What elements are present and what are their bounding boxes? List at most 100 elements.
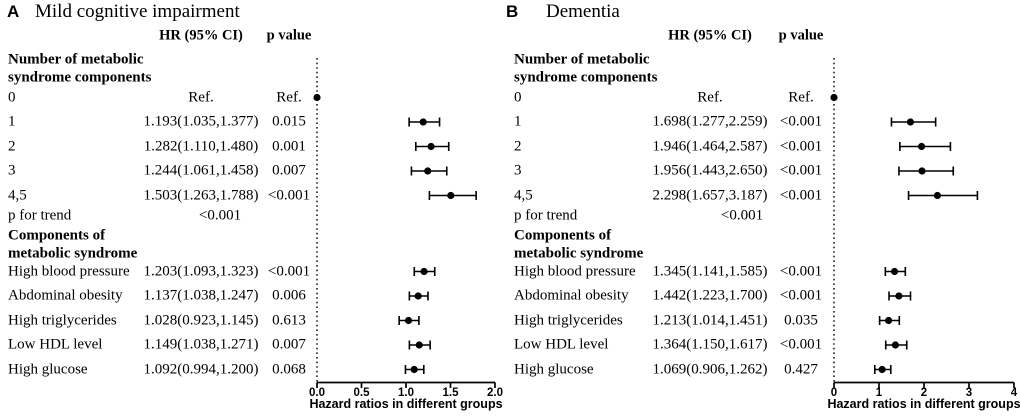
p-value: 0.068: [272, 361, 306, 377]
hr-ci-value: <0.001: [720, 207, 764, 223]
hr-point: [404, 316, 413, 325]
section-header: metabolic syndrome: [8, 245, 138, 261]
x-tick-label: 2.0: [487, 387, 503, 399]
row-label: High blood pressure: [8, 263, 130, 279]
p-ref-value: Ref.: [276, 89, 302, 105]
panel-a-title: Mild cognitive impairment: [35, 1, 240, 22]
x-tick-label: 2: [921, 387, 927, 399]
hr-point: [415, 341, 423, 349]
hr-point: [906, 118, 915, 126]
p-value: <0.001: [267, 263, 311, 279]
row-label: 2: [514, 138, 522, 154]
hr-ci-value: 1.282(1.110,1.480): [143, 138, 259, 154]
row-label: High blood pressure: [514, 263, 636, 279]
p-value: <0.001: [779, 113, 823, 130]
hr-point: [884, 316, 893, 325]
hr-point: [427, 142, 435, 151]
p-value: 0.613: [272, 312, 306, 328]
p-value: <0.001: [267, 187, 311, 203]
p-value: 0.427: [784, 361, 818, 377]
panel-a-pvalue-column-header: p value: [266, 27, 312, 44]
section-header: syndrome components: [8, 69, 152, 86]
row-label: High triglycerides: [514, 312, 623, 328]
hr-point: [918, 167, 926, 175]
hr-ci-value: 1.069(0.906,1.262): [652, 361, 768, 377]
hr-point: [895, 292, 903, 300]
hr-ci-value: 1.364(1.150,1.617): [652, 336, 768, 353]
p-value: 0.007: [272, 336, 306, 353]
hr-point: [891, 341, 899, 349]
p-value: <0.001: [779, 162, 823, 179]
hr-point: [424, 167, 432, 175]
row-label: 3: [8, 162, 16, 179]
hr-ci-value: 1.213(1.014,1.451): [652, 312, 768, 328]
p-value: 0.015: [272, 113, 306, 130]
x-tick-label: 1.0: [398, 387, 414, 399]
row-label: 4,5: [514, 187, 533, 203]
hr-ci-value: 1.956(1.443,2.650): [652, 162, 768, 179]
panel-b-hr-column-header: HR (95% CI): [668, 27, 752, 44]
p-ref-value: Ref.: [788, 89, 814, 105]
hr-point: [830, 93, 838, 102]
row-label: 3: [514, 162, 522, 179]
section-header: syndrome components: [514, 69, 658, 86]
p-value: 0.035: [784, 312, 818, 328]
panel-a-letter: A: [7, 2, 20, 21]
row-label: 1: [514, 113, 522, 130]
panel-b-title: Dementia: [546, 1, 620, 22]
hr-ci-value: 1.244(1.061,1.458): [143, 162, 259, 179]
hr-ci-value: 1.149(1.038,1.271): [143, 336, 259, 353]
hr-point: [933, 191, 942, 200]
hr-ci-value: 1.442(1.223,1.700): [652, 287, 768, 304]
hr-point: [890, 267, 899, 276]
p-value: <0.001: [779, 263, 823, 279]
hr-point: [420, 267, 428, 276]
section-header: metabolic syndrome: [514, 245, 644, 261]
hr-ref-value: Ref.: [697, 89, 723, 105]
p-value: 0.007: [272, 162, 306, 179]
row-label: 1: [8, 113, 16, 130]
row-label: 0: [514, 89, 522, 105]
hr-ci-value: 1.137(1.038,1.247): [143, 287, 259, 304]
p-value: 0.006: [272, 287, 306, 304]
panel-a-hr-column-header: HR (95% CI): [159, 27, 243, 44]
x-tick-label: 3: [966, 387, 972, 399]
hr-point: [447, 191, 455, 200]
hr-point: [414, 292, 422, 300]
row-label: Abdominal obesity: [514, 287, 629, 304]
panel-b-x-axis-label: Hazard ratios in different groups: [827, 397, 1020, 411]
hr-ci-value: 1.698(1.277,2.259): [652, 113, 768, 130]
x-tick-label: 4: [1011, 387, 1018, 399]
p-value: 0.001: [272, 138, 306, 154]
row-label: High triglycerides: [8, 312, 117, 328]
row-label: High glucose: [514, 361, 594, 377]
section-header: Number of metabolic: [514, 51, 650, 68]
section-header: Components of: [514, 227, 612, 244]
p-value: <0.001: [779, 187, 823, 203]
hr-ref-value: Ref.: [188, 89, 214, 105]
panel-b-pvalue-column-header: p value: [778, 27, 824, 44]
hr-point: [917, 142, 926, 151]
hr-ci-value: 1.203(1.093,1.323): [143, 263, 259, 279]
row-label: Abdominal obesity: [8, 287, 123, 304]
section-header: Number of metabolic: [8, 51, 144, 68]
row-label: Low HDL level: [8, 336, 103, 353]
hr-ci-value: <0.001: [198, 207, 242, 223]
x-tick-label: 0.0: [309, 387, 325, 399]
x-tick-label: 0.5: [354, 387, 371, 399]
hr-point: [313, 93, 321, 102]
row-label: 2: [8, 138, 16, 154]
row-label: p for trend: [514, 207, 578, 223]
hr-ci-value: 1.028(0.923,1.145): [143, 312, 259, 328]
row-label: p for trend: [8, 207, 72, 223]
hr-point: [878, 365, 886, 374]
row-label: Low HDL level: [514, 336, 609, 353]
row-label: High glucose: [8, 361, 88, 377]
row-label: 4,5: [8, 187, 27, 203]
p-value: <0.001: [779, 287, 823, 304]
hr-ci-value: 1.193(1.035,1.377): [143, 113, 259, 130]
hr-point: [419, 118, 427, 126]
hr-ci-value: 2.298(1.657,3.187): [652, 187, 768, 203]
